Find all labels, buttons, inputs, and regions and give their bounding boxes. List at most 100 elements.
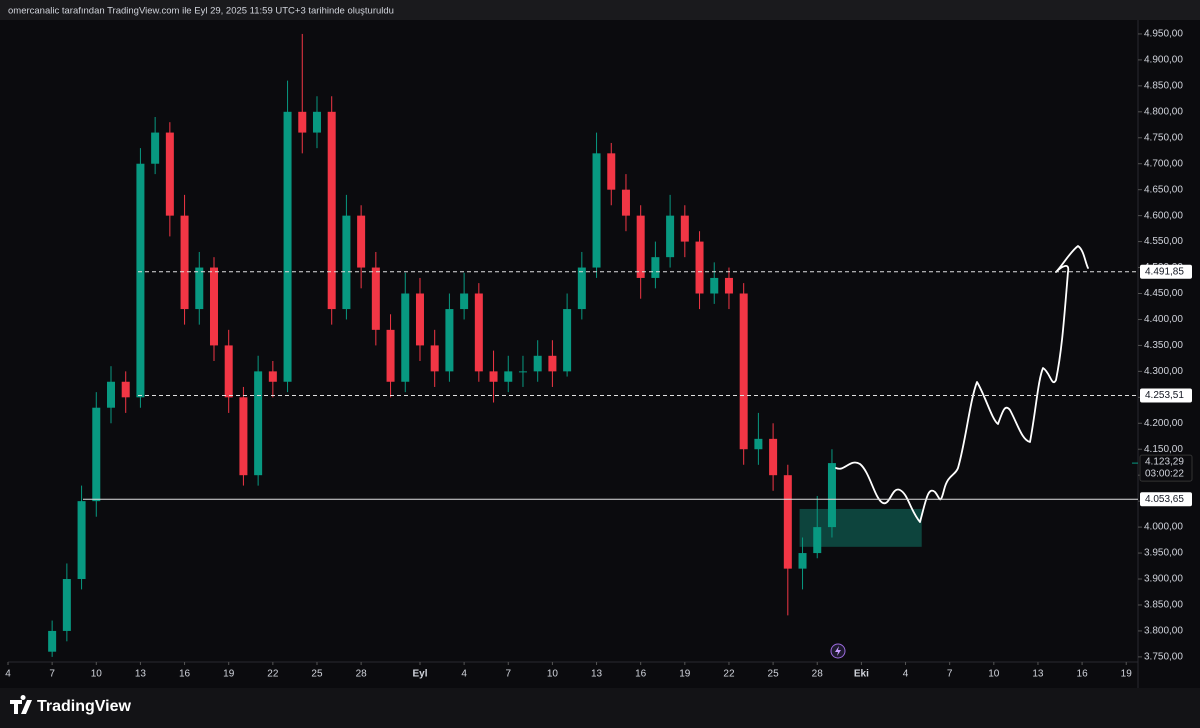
candle-body bbox=[504, 371, 513, 382]
brand-text: TradingView bbox=[37, 698, 132, 715]
candle-body bbox=[312, 111, 321, 133]
x-tick-label: 10 bbox=[988, 669, 1000, 680]
projection-drawing bbox=[835, 245, 1089, 523]
y-tick-label: 4.350,00 bbox=[1144, 340, 1183, 351]
candle-body bbox=[489, 371, 498, 382]
candle-body bbox=[48, 630, 57, 652]
x-tick-label: 4 bbox=[461, 669, 467, 680]
candle-body bbox=[371, 267, 380, 330]
x-tick-label: 13 bbox=[135, 669, 147, 680]
candle-body bbox=[754, 438, 763, 450]
candle-body bbox=[739, 293, 748, 450]
candle-body bbox=[518, 371, 527, 373]
brand-logo bbox=[10, 695, 32, 714]
candle-body bbox=[813, 527, 822, 554]
candle-body bbox=[342, 215, 351, 310]
x-tick-label: 19 bbox=[679, 669, 691, 680]
candle-body bbox=[357, 215, 366, 268]
candle-body bbox=[563, 309, 572, 372]
candle-body bbox=[415, 293, 424, 346]
y-tick-label: 4.000,00 bbox=[1144, 522, 1183, 533]
candle-body bbox=[209, 267, 218, 346]
candle-body bbox=[783, 475, 792, 569]
candle-body bbox=[460, 293, 469, 310]
candle-body bbox=[77, 501, 86, 580]
level-label-box bbox=[1140, 492, 1192, 507]
y-tick-label: 4.750,00 bbox=[1144, 132, 1183, 143]
candle-body bbox=[283, 111, 292, 382]
candle-body bbox=[548, 355, 557, 372]
y-tick-label: 4.300,00 bbox=[1144, 366, 1183, 377]
candle-body bbox=[651, 257, 660, 278]
x-tick-label: 19 bbox=[223, 669, 235, 680]
candle-body bbox=[724, 277, 733, 294]
candle-body bbox=[224, 345, 233, 398]
y-tick-label: 4.900,00 bbox=[1144, 55, 1183, 66]
x-tick-label: 28 bbox=[356, 669, 368, 680]
x-tick-label: 22 bbox=[267, 669, 279, 680]
level-label: 4.491,85 bbox=[1145, 266, 1184, 277]
x-tick-label: 7 bbox=[505, 669, 511, 680]
candle-body bbox=[401, 293, 410, 382]
x-tick-label: 7 bbox=[947, 669, 953, 680]
candle-body bbox=[533, 355, 542, 372]
y-tick-label: 3.850,00 bbox=[1144, 600, 1183, 611]
event-icon-bolt bbox=[835, 646, 841, 656]
y-tick-label: 4.800,00 bbox=[1144, 106, 1183, 117]
x-tick-label: 4 bbox=[5, 669, 11, 680]
candle-body bbox=[386, 329, 395, 382]
candle-body bbox=[607, 153, 616, 190]
x-tick-label: 16 bbox=[179, 669, 191, 680]
y-tick-label: 3.800,00 bbox=[1144, 626, 1183, 637]
last-price-box bbox=[1139, 454, 1193, 482]
candle-body bbox=[254, 371, 263, 476]
y-tick-label: 4.950,00 bbox=[1144, 29, 1183, 40]
x-tick-label: 28 bbox=[812, 669, 824, 680]
x-tick-label: 22 bbox=[723, 669, 735, 680]
x-tick-label: 10 bbox=[547, 669, 559, 680]
candle-body bbox=[769, 438, 778, 476]
y-tick-label: 4.550,00 bbox=[1144, 236, 1183, 247]
candle-body bbox=[577, 267, 586, 310]
y-tick-label: 4.450,00 bbox=[1144, 288, 1183, 299]
candle-body bbox=[327, 111, 336, 310]
candle-body bbox=[798, 553, 807, 569]
x-tick-label: 7 bbox=[49, 669, 55, 680]
x-tick-label: 4 bbox=[903, 669, 909, 680]
x-tick-label: 25 bbox=[768, 669, 780, 680]
candle-body bbox=[165, 132, 174, 216]
candle-body bbox=[195, 267, 204, 310]
candle-body bbox=[62, 579, 71, 631]
header-text: omercanalic tarafından TradingView.com i… bbox=[8, 6, 394, 17]
x-tick-label: 25 bbox=[311, 669, 323, 680]
level-label: 4.253,51 bbox=[1145, 390, 1184, 401]
countdown: 03:00:22 bbox=[1145, 469, 1184, 480]
candle-body bbox=[592, 153, 601, 268]
x-tick-label: Eyl bbox=[412, 669, 427, 680]
candle-body bbox=[92, 407, 101, 502]
y-tick-label: 3.750,00 bbox=[1144, 652, 1183, 663]
candle-body bbox=[239, 397, 248, 476]
candle-body bbox=[827, 463, 836, 528]
candle-body bbox=[445, 309, 454, 372]
x-tick-label: 16 bbox=[635, 669, 647, 680]
footer-bar bbox=[0, 688, 1200, 728]
candle-body bbox=[695, 241, 704, 294]
y-tick-label: 4.850,00 bbox=[1144, 80, 1183, 91]
y-tick-label: 4.150,00 bbox=[1144, 444, 1183, 455]
candle-body bbox=[136, 163, 145, 398]
candle-body bbox=[710, 277, 719, 294]
candle-body bbox=[666, 215, 675, 258]
header-bar bbox=[0, 0, 1200, 20]
y-tick-label: 4.400,00 bbox=[1144, 314, 1183, 325]
candle-body bbox=[636, 215, 645, 278]
x-tick-label: Eki bbox=[854, 669, 869, 680]
candle-body bbox=[621, 189, 630, 216]
candle-body bbox=[106, 381, 115, 408]
x-tick-label: 13 bbox=[591, 669, 603, 680]
x-tick-label: 16 bbox=[1077, 669, 1089, 680]
candle-body bbox=[180, 215, 189, 310]
candle-body bbox=[268, 371, 277, 382]
